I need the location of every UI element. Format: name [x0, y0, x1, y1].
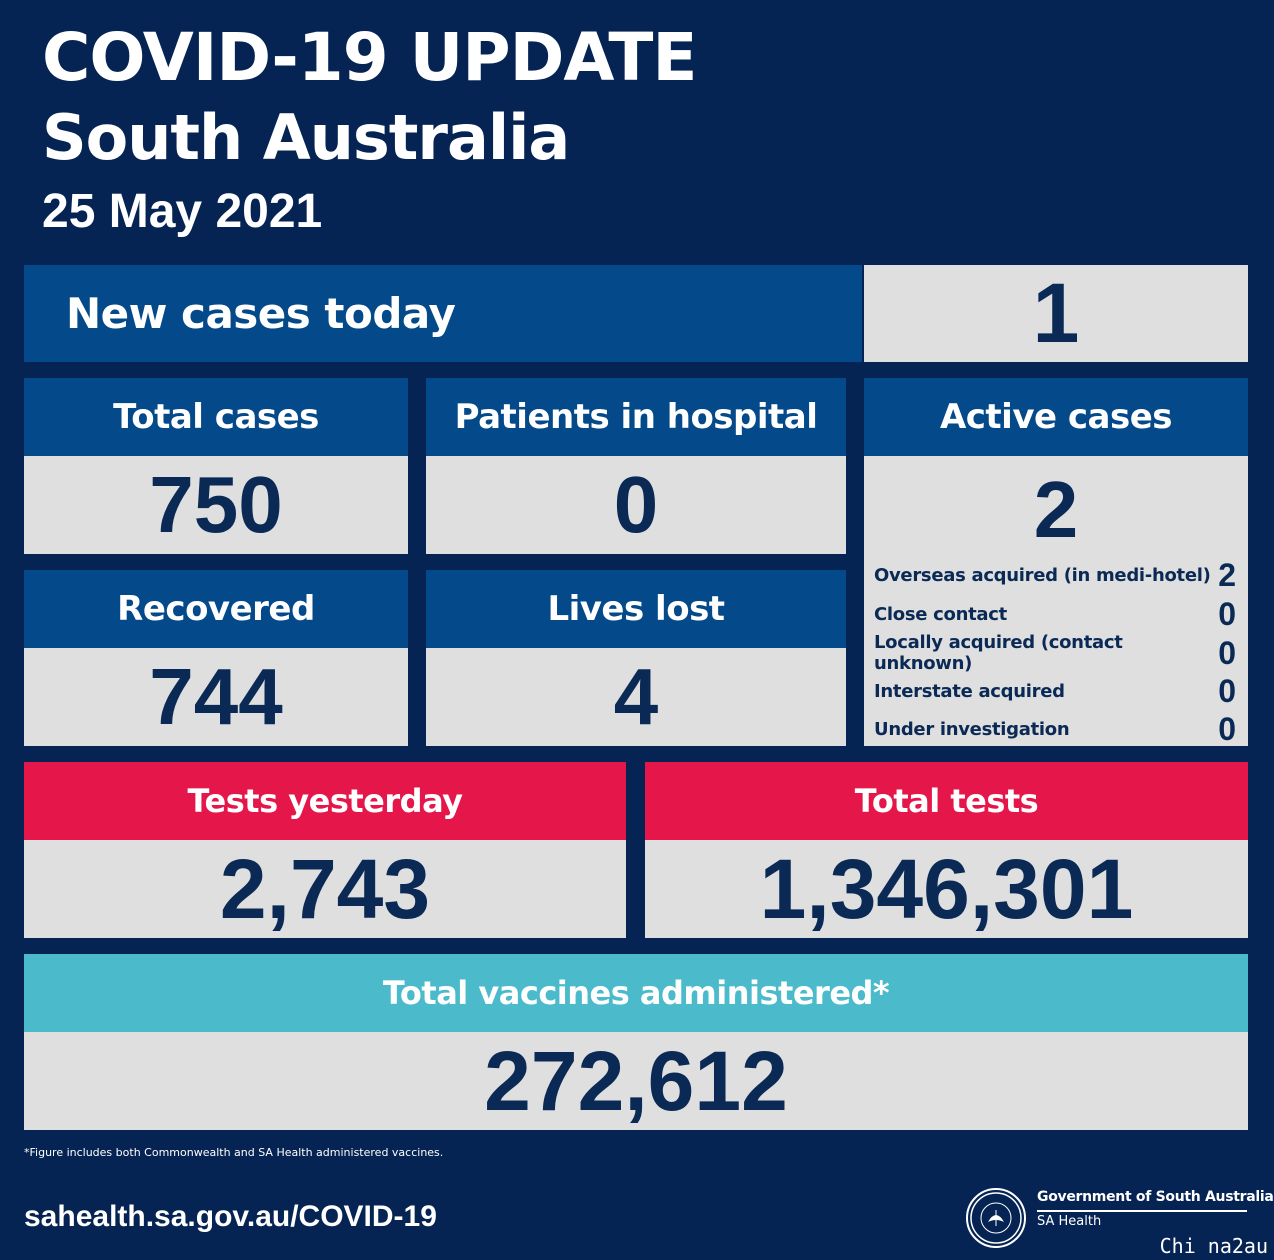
- breakdown-label: Close contact: [874, 603, 1007, 625]
- vaccine-footnote: *Figure includes both Commonwealth and S…: [24, 1146, 444, 1159]
- active-breakdown-row: Locally acquired (contact unknown) 0: [874, 632, 1236, 674]
- page-title: COVID-19 UPDATE: [42, 19, 697, 96]
- vaccines-value: 272,612: [24, 1032, 1248, 1130]
- breakdown-label: Under investigation: [874, 718, 1070, 740]
- sa-government-seal-icon: [966, 1188, 1026, 1248]
- report-date: 25 May 2021: [42, 185, 323, 238]
- patients-in-hospital-label: Patients in hospital: [426, 378, 846, 456]
- total-tests-value: 1,346,301: [645, 840, 1248, 938]
- new-cases-value: 1: [864, 265, 1248, 362]
- recovered-value: 744: [24, 648, 408, 746]
- tests-yesterday-label: Tests yesterday: [24, 762, 626, 840]
- breakdown-value: 0: [1218, 672, 1236, 709]
- department-name: SA Health: [1037, 1214, 1102, 1229]
- tests-yesterday-value: 2,743: [24, 840, 626, 938]
- watermark: Chi na2au: [1159, 1234, 1268, 1258]
- gov-divider: [1037, 1210, 1247, 1212]
- total-cases-value: 750: [24, 456, 408, 554]
- breakdown-label: Overseas acquired (in medi-hotel): [874, 564, 1211, 586]
- breakdown-value: 0: [1218, 710, 1236, 747]
- active-cases-panel: 2 Overseas acquired (in medi-hotel) 2 Cl…: [864, 456, 1248, 747]
- breakdown-label: Interstate acquired: [874, 680, 1065, 702]
- website-link[interactable]: sahealth.sa.gov.au/COVID-19: [24, 1200, 437, 1233]
- patients-in-hospital-value: 0: [426, 456, 846, 554]
- vaccines-label: Total vaccines administered*: [24, 954, 1248, 1032]
- government-name: Government of South Australia: [1037, 1189, 1274, 1205]
- active-breakdown-row: Under investigation 0: [874, 710, 1236, 747]
- breakdown-value: 0: [1218, 634, 1236, 671]
- breakdown-value: 0: [1218, 595, 1236, 632]
- region-title: South Australia: [42, 101, 570, 174]
- breakdown-label: Locally acquired (contact unknown): [874, 632, 1123, 674]
- active-breakdown-row: Interstate acquired 0: [874, 672, 1236, 709]
- total-cases-label: Total cases: [24, 378, 408, 456]
- active-cases-value: 2: [1033, 465, 1079, 554]
- active-breakdown-row: Overseas acquired (in medi-hotel) 2: [874, 556, 1236, 593]
- recovered-label: Recovered: [24, 570, 408, 648]
- lives-lost-label: Lives lost: [426, 570, 846, 648]
- active-cases-label: Active cases: [864, 378, 1248, 456]
- total-tests-label: Total tests: [645, 762, 1248, 840]
- active-breakdown-row: Close contact 0: [874, 595, 1236, 632]
- lives-lost-value: 4: [426, 648, 846, 746]
- new-cases-label: New cases today: [24, 265, 862, 362]
- breakdown-value: 2: [1218, 556, 1236, 593]
